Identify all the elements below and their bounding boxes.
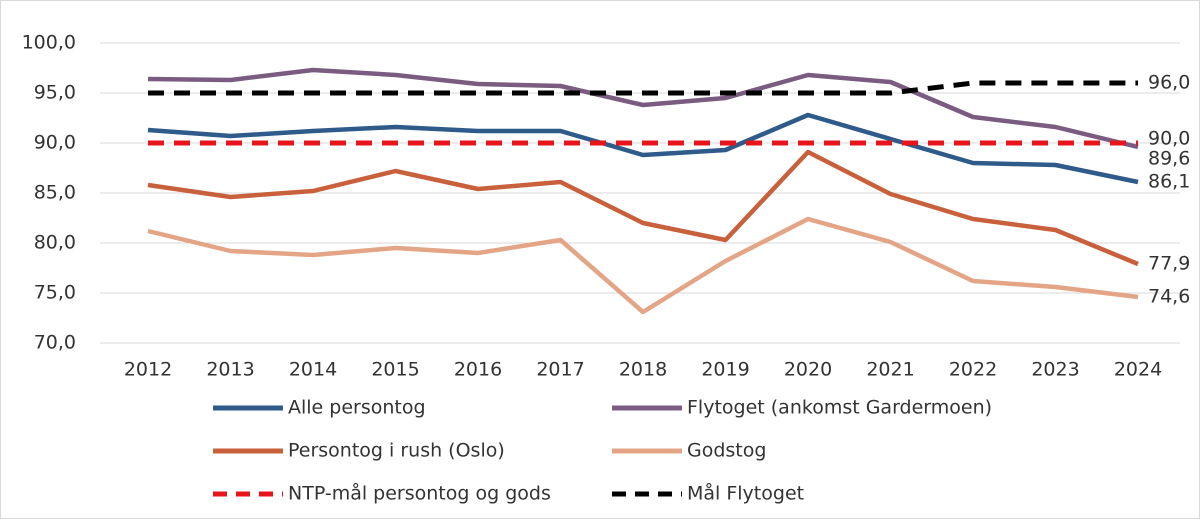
x-tick-label: 2024 [1114,359,1162,381]
x-tick-label: 2020 [784,359,832,381]
data-label: 86,1 [1148,171,1190,193]
x-tick-label: 2022 [949,359,997,381]
x-tick-label: 2015 [371,359,419,381]
data-label: 77,9 [1148,253,1190,275]
data-line [147,112,1139,185]
y-tick-label: 75,0 [34,282,76,304]
y-tick-label: 85,0 [34,182,76,204]
data-line [147,149,1139,267]
y-tick-label: 95,0 [34,82,76,104]
data-label: 96,0 [1148,72,1190,94]
x-tick-label: 2012 [124,359,172,381]
legend-label: NTP-mål persontog og gods [288,482,551,505]
x-tick-label: 2016 [454,359,502,381]
x-tick-label: 2017 [536,359,584,381]
x-tick-label: 2023 [1031,359,1079,381]
legend-label: Godstog [687,440,766,462]
data-line [148,80,1138,96]
x-tick-label: 2019 [701,359,749,381]
data-label: 90,0 [1148,128,1190,150]
legend-label: Persontog i rush (Oslo) [288,440,505,462]
legend-label: Alle persontog [288,397,426,419]
y-tick-label: 80,0 [34,232,76,254]
legend-label: Flytoget (ankomst Gardermoen) [687,397,992,419]
y-tick-label: 100,0 [22,32,76,54]
data-label: 74,6 [1148,286,1190,308]
x-tick-label: 2014 [289,359,337,381]
x-tick-label: 2013 [206,359,254,381]
data-line [147,67,1139,150]
x-tick-label: 2018 [619,359,667,381]
data-label: 89,6 [1148,148,1190,170]
x-tick-label: 2021 [866,359,914,381]
y-tick-label: 70,0 [34,332,76,354]
y-tick-label: 90,0 [34,132,76,154]
legend-label: Mål Flytoget [687,482,804,505]
data-line [147,216,1139,315]
